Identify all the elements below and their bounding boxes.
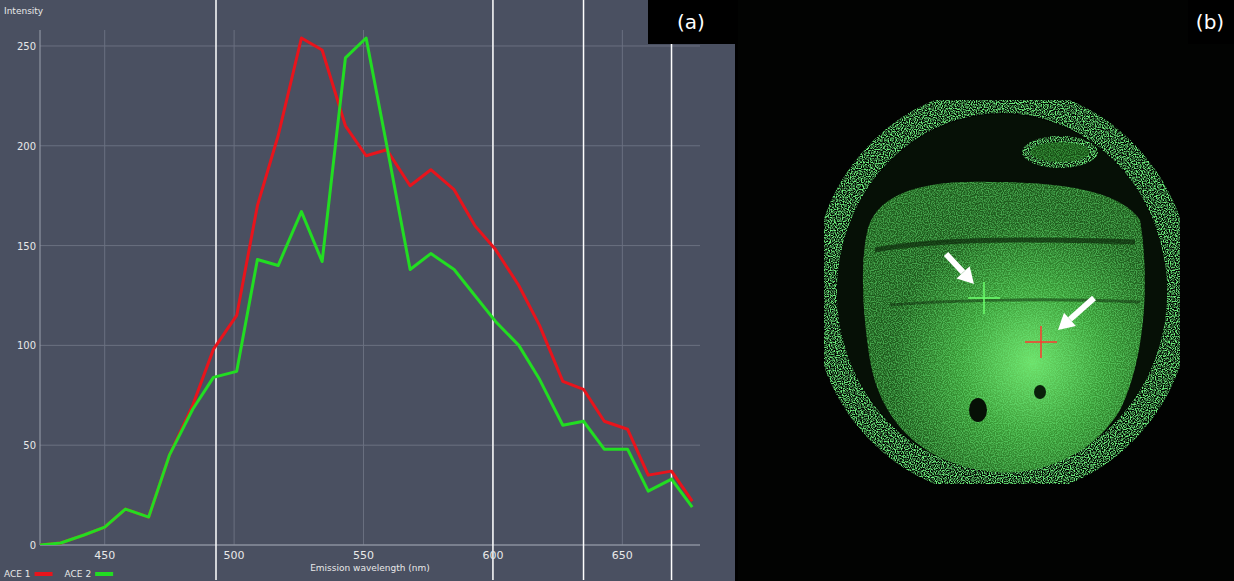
- crosshair-red: [1040, 326, 1042, 358]
- grid-line-y: [40, 145, 700, 146]
- streak: [875, 240, 1135, 250]
- panel-label-box: [648, 0, 735, 44]
- grid-line-x: [104, 30, 105, 545]
- x-axis: [40, 545, 700, 546]
- channel-boundary: [671, 0, 673, 580]
- cell-texture: [863, 182, 1145, 473]
- dark-spot: [1034, 385, 1046, 399]
- y-tick-label: 100: [17, 340, 36, 351]
- outer-ring: [824, 100, 1180, 484]
- x-axis-title: Emission wavelength (nm): [310, 563, 430, 573]
- panel-label: (a): [677, 10, 705, 34]
- y-tick-label: 150: [17, 241, 36, 252]
- arrow-head: [1058, 313, 1076, 330]
- legend-swatch: [95, 572, 113, 576]
- arrow-shaft: [946, 254, 963, 272]
- crosshair-green: [983, 282, 985, 314]
- x-tick-label: 550: [353, 549, 374, 562]
- grid: [40, 30, 700, 545]
- panel-label-box: [1188, 0, 1234, 44]
- top-body: [1022, 136, 1098, 168]
- grid-line-x: [363, 30, 364, 545]
- y-tick-label: 200: [17, 141, 36, 152]
- streak: [890, 300, 1140, 305]
- y-tick-label: 50: [23, 440, 36, 451]
- y-tick-label: 0: [30, 540, 36, 551]
- series-line: [40, 38, 692, 545]
- panel-b-background: [738, 0, 1234, 581]
- cell-body: [863, 182, 1145, 473]
- legend-label: ACE 2: [65, 569, 92, 579]
- grid-line-y: [40, 545, 700, 546]
- x-tick-label: 600: [482, 549, 503, 562]
- grid-line-y: [40, 345, 700, 346]
- y-axis: [40, 30, 41, 545]
- grid-line-x: [622, 30, 623, 545]
- grid-line-y: [40, 45, 700, 46]
- y-tick-label: 250: [17, 41, 36, 52]
- dark-spot: [969, 398, 987, 422]
- arrow-head: [957, 266, 974, 284]
- y-axis-title: Intensity: [4, 6, 44, 16]
- channel-boundary: [215, 0, 217, 580]
- panel-a-background: [0, 0, 735, 581]
- series-group: [40, 38, 692, 545]
- top-body-core: [1030, 142, 1090, 162]
- grid-line-y: [40, 245, 700, 246]
- arrow-shaft: [1070, 298, 1094, 319]
- x-tick-label: 450: [94, 549, 115, 562]
- grid-line-x: [234, 30, 235, 545]
- legend-swatch: [35, 572, 53, 576]
- channel-boundary: [583, 0, 585, 580]
- micrograph: [824, 100, 1180, 484]
- x-tick-label: 500: [224, 549, 245, 562]
- channel-boundary: [492, 0, 494, 580]
- series-line: [40, 38, 692, 545]
- legend-label: ACE 1: [4, 569, 31, 579]
- x-tick-label: 650: [612, 549, 633, 562]
- panel-label: (b): [1196, 10, 1224, 34]
